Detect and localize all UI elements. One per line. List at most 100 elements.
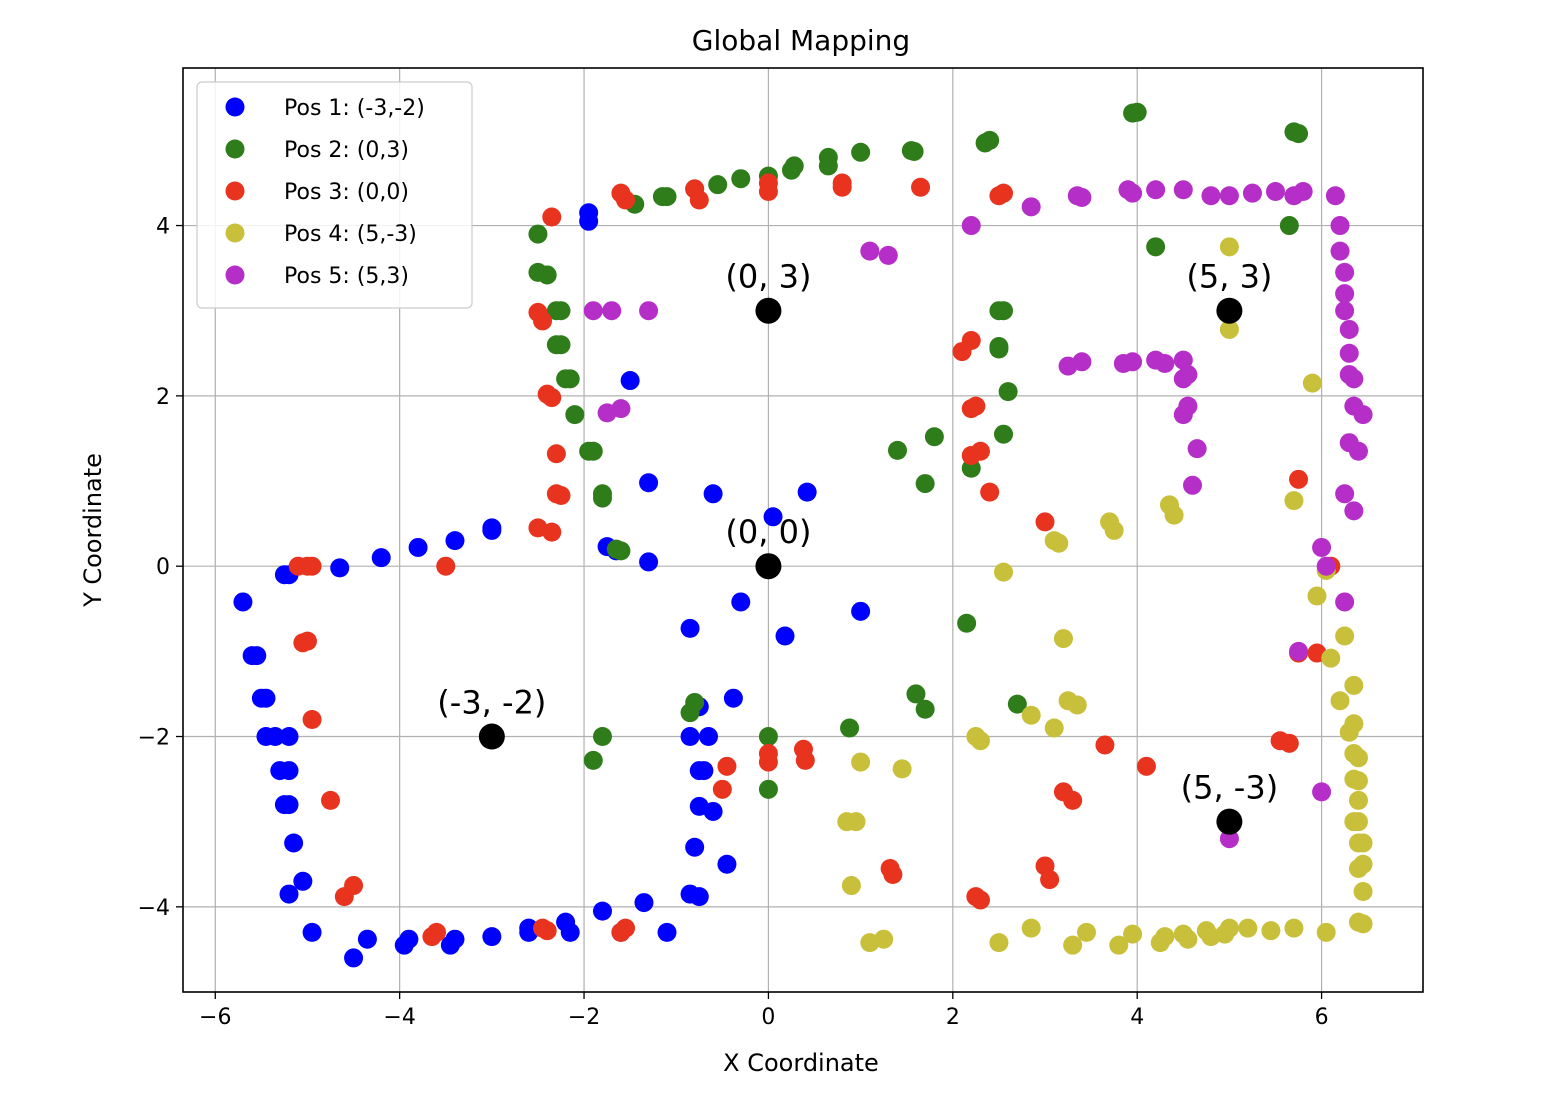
data-point [712, 779, 732, 799]
data-point [851, 601, 871, 621]
data-point [1339, 365, 1359, 385]
data-point [1335, 626, 1355, 646]
data-point [1330, 241, 1350, 261]
data-point [546, 444, 566, 464]
y-tick-label: −2 [138, 726, 170, 751]
data-point [542, 388, 562, 408]
axis-ticks: −6 −4 −2 0 2 4 6 −4 −2 0 2 4 [138, 215, 1329, 1030]
data-point [1123, 103, 1143, 123]
data-point [408, 537, 428, 557]
data-point [1335, 284, 1355, 304]
data-point [892, 759, 912, 779]
chart-title: Global Mapping [692, 24, 910, 57]
data-point [957, 613, 977, 633]
series-5-points [583, 180, 1373, 849]
data-point [887, 440, 907, 460]
data-point [1335, 262, 1355, 282]
data-point [279, 884, 299, 904]
data-point [832, 177, 852, 197]
legend-entry-label: Pos 5: (5,3) [284, 264, 409, 289]
data-point [279, 727, 299, 747]
data-point [961, 216, 981, 236]
data-point [1353, 882, 1373, 902]
data-point [1293, 181, 1313, 201]
data-point [592, 727, 612, 747]
data-point [911, 177, 931, 197]
data-point [1040, 870, 1060, 890]
data-point [1312, 782, 1332, 802]
data-point [1104, 520, 1124, 540]
legend-entry-label: Pos 2: (0,3) [284, 138, 409, 163]
data-point [1173, 180, 1193, 200]
data-point [592, 488, 612, 508]
data-point [1219, 186, 1239, 206]
data-point [592, 901, 612, 921]
data-point [1007, 694, 1027, 714]
data-point [970, 731, 990, 751]
data-point [860, 241, 880, 261]
data-point [980, 482, 1000, 502]
data-point [1123, 183, 1143, 203]
robot-position-marker [1216, 808, 1243, 835]
data-point [1261, 921, 1281, 941]
x-tick-label: 2 [946, 1005, 960, 1030]
series-4-points [837, 237, 1373, 955]
legend-entry-label: Pos 4: (5,-3) [284, 222, 417, 247]
data-point [1344, 501, 1364, 521]
data-point [256, 688, 276, 708]
data-point [680, 727, 700, 747]
data-point [583, 301, 603, 321]
data-point [1063, 935, 1083, 955]
data-point [1335, 484, 1355, 504]
plot-area-frame [182, 67, 1424, 993]
data-point [616, 190, 636, 210]
data-point [797, 482, 817, 502]
data-point [620, 371, 640, 391]
data-point [302, 709, 322, 729]
data-point [1348, 441, 1368, 461]
data-point [265, 727, 285, 747]
data-point [583, 441, 603, 461]
data-point [1353, 405, 1373, 425]
data-point [1150, 933, 1170, 953]
data-point [1063, 790, 1083, 810]
data-point [1335, 301, 1355, 321]
data-point [551, 335, 571, 355]
data-point [399, 929, 419, 949]
data-point [1113, 354, 1133, 374]
data-point [680, 618, 700, 638]
data-point [284, 833, 304, 853]
data-point [924, 427, 944, 447]
data-point [717, 756, 737, 776]
data-point [1072, 187, 1092, 207]
position-annotation-label: (0, 0) [725, 513, 811, 551]
data-point [860, 933, 880, 953]
data-point [784, 156, 804, 176]
data-point [1187, 439, 1207, 459]
data-point [537, 921, 557, 941]
robot-position-marker [755, 553, 782, 580]
data-point [1344, 675, 1364, 695]
data-point [1312, 537, 1332, 557]
data-point [330, 558, 350, 578]
data-point [758, 779, 778, 799]
data-point [1178, 396, 1198, 416]
data-point [1021, 705, 1041, 725]
data-point [758, 727, 778, 747]
data-point [1289, 469, 1309, 489]
data-point [1058, 356, 1078, 376]
data-point [1035, 512, 1055, 532]
annotations: (0, 3) (0, 0) (-3, -2) (5, 3) (5, -3) [437, 258, 1278, 835]
data-point [1067, 695, 1087, 715]
data-point [1348, 771, 1368, 791]
y-axis-label: Y Coordinate [79, 453, 107, 608]
data-point [1219, 237, 1239, 257]
legend-marker [225, 265, 245, 285]
data-point [427, 922, 447, 942]
data-point [445, 531, 465, 551]
legend-entry-label: Pos 1: (-3,-2) [284, 96, 425, 121]
data-point [1238, 918, 1258, 938]
x-tick-label: −4 [383, 1005, 415, 1030]
data-point [883, 864, 903, 884]
data-point [758, 752, 778, 772]
